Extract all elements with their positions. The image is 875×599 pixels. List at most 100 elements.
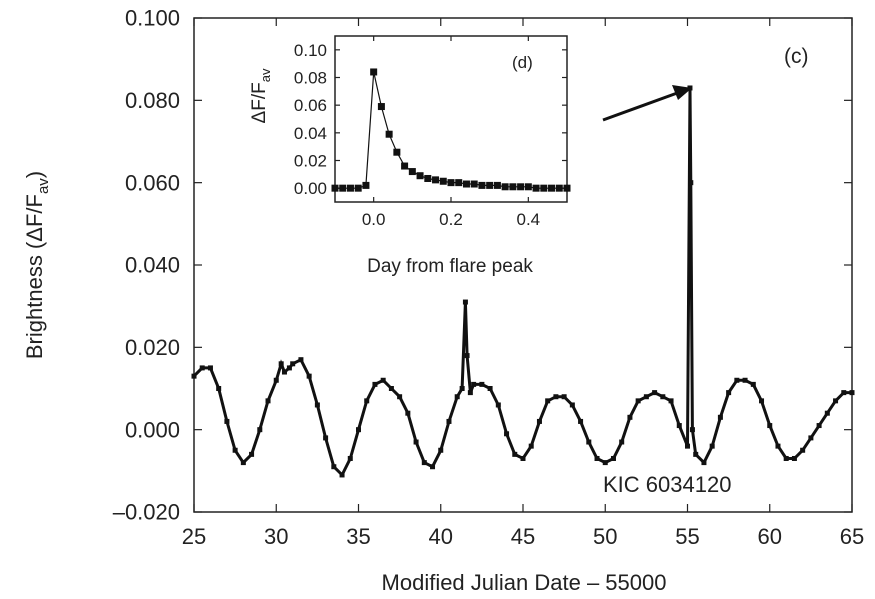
x-tick-label: 55 [675, 524, 699, 549]
x-tick-label: 25 [182, 524, 206, 549]
data-point [471, 381, 477, 387]
data-point [459, 386, 465, 391]
data-point [380, 377, 386, 383]
panel-label-d: (d) [512, 53, 533, 72]
data-point [393, 148, 401, 156]
data-point [397, 394, 403, 400]
main-light-curve [191, 85, 855, 478]
data-point [841, 390, 847, 396]
data-point [339, 184, 347, 192]
y-tick-label: 0.06 [294, 96, 327, 115]
data-point [331, 184, 339, 192]
data-point [532, 184, 540, 192]
data-point [257, 427, 263, 433]
y-tick-label: 0.08 [294, 68, 327, 87]
data-point [520, 455, 526, 461]
data-point [370, 68, 378, 76]
data-point [430, 464, 436, 470]
data-point [689, 427, 695, 433]
data-point [487, 386, 493, 391]
data-point [323, 435, 329, 441]
data-point [586, 439, 592, 445]
panel-label-c: (c) [784, 45, 809, 68]
data-point [548, 184, 556, 192]
data-point [405, 410, 411, 416]
data-point [493, 181, 501, 189]
data-point [808, 435, 814, 441]
data-point [273, 377, 279, 383]
data-point [388, 386, 394, 391]
y-tick-label: 0.000 [125, 417, 180, 442]
data-point [286, 365, 292, 371]
data-point [578, 418, 584, 424]
data-point [278, 361, 284, 367]
y-axis-label: Brightness (ΔF/Fav) [22, 171, 52, 359]
data-point [240, 460, 246, 466]
data-point [627, 414, 633, 420]
data-point [232, 447, 238, 453]
data-point [561, 394, 567, 400]
x-tick-label: 0.2 [439, 210, 463, 229]
data-point [439, 177, 447, 185]
data-point [553, 394, 559, 400]
inset-axis-ticks: 0.0 0.2 0.4 0.00 0.02 0.04 0.06 0.08 0.10 [294, 36, 567, 229]
x-tick-label: 0.0 [362, 210, 386, 229]
inset-plot-frame [334, 35, 568, 203]
data-point [438, 447, 444, 453]
x-tick-label: 40 [429, 524, 453, 549]
data-point [676, 423, 682, 429]
data-point [455, 179, 463, 187]
x-tick-label: 0.4 [517, 210, 541, 229]
data-point [602, 460, 608, 466]
data-point [377, 103, 385, 111]
data-point [495, 402, 501, 408]
data-point [569, 402, 575, 408]
data-point [385, 130, 393, 138]
data-point [416, 172, 424, 180]
data-point [331, 464, 337, 470]
data-point [759, 398, 765, 404]
data-point [563, 184, 571, 192]
data-point [249, 451, 255, 457]
data-point [668, 398, 674, 404]
data-point [849, 390, 855, 396]
data-point [408, 168, 416, 176]
data-point [660, 394, 666, 400]
x-tick-label: 35 [346, 524, 370, 549]
y-tick-label: 0.02 [294, 151, 327, 170]
data-point [652, 390, 658, 396]
data-point [347, 455, 353, 461]
data-point [524, 183, 532, 191]
y-axis-label-tail: ) [22, 171, 47, 178]
y-tick-label: 0.060 [125, 170, 180, 195]
y-tick-label: 0.10 [294, 41, 327, 60]
data-point [512, 451, 518, 457]
inset-y-axis-label: ΔF/Fav [249, 68, 273, 123]
data-point [619, 439, 625, 445]
y-tick-label: 0.080 [125, 88, 180, 113]
data-point [446, 418, 452, 424]
data-point [191, 373, 197, 379]
x-tick-label: 50 [593, 524, 617, 549]
y-tick-label: 0.100 [125, 6, 180, 31]
data-point [726, 390, 732, 396]
data-point [454, 394, 460, 400]
data-point [688, 180, 694, 186]
data-point [635, 398, 641, 404]
x-tick-label: 60 [758, 524, 782, 549]
data-point [783, 455, 789, 461]
data-point [709, 443, 715, 449]
data-point [354, 184, 362, 192]
data-point [791, 455, 797, 461]
data-point [610, 455, 616, 461]
inset-x-axis-label: Day from flare peak [367, 256, 533, 277]
data-point [314, 402, 320, 408]
data-point [401, 162, 409, 170]
data-point [346, 184, 354, 192]
data-point [486, 181, 494, 189]
data-point [501, 183, 509, 191]
data-point [470, 180, 478, 188]
data-point [339, 472, 345, 478]
data-point [447, 179, 455, 187]
